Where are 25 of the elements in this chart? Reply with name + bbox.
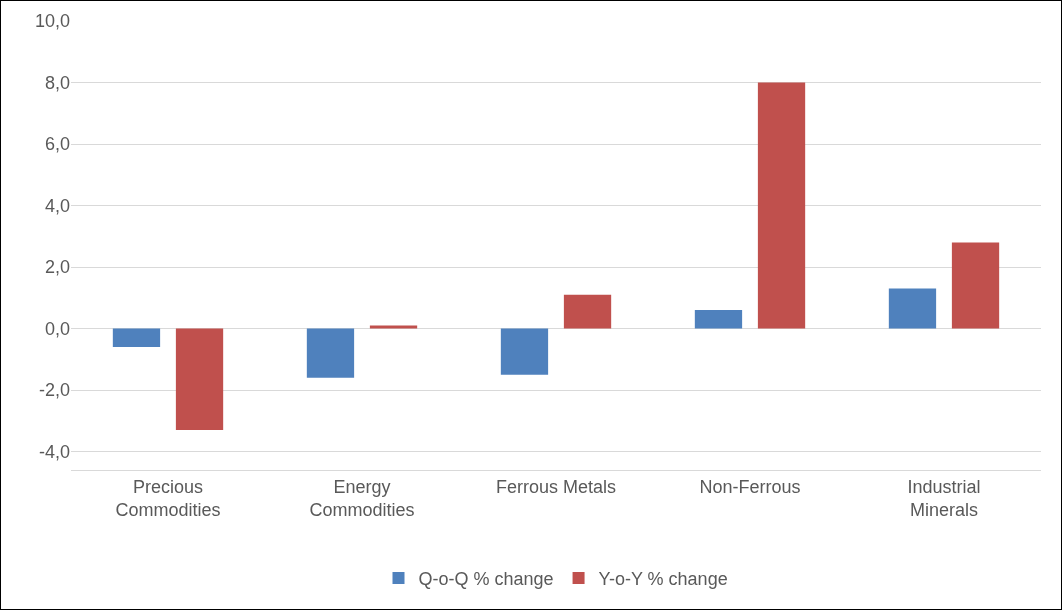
x-tick-label: Industrial Minerals — [907, 476, 981, 520]
legend-label: Q-o-Q % change — [418, 569, 554, 590]
bar — [306, 328, 355, 378]
x-tick-label: Precious Commodities — [115, 476, 221, 520]
bar — [175, 328, 224, 431]
bar — [563, 294, 612, 329]
y-tick-label: 6,0 — [44, 134, 70, 155]
y-tick-label: -4,0 — [38, 441, 70, 462]
bar — [112, 328, 161, 347]
x-tick-label: Energy Commodities — [309, 476, 415, 520]
y-tick-label: 4,0 — [44, 195, 70, 216]
x-tick-label: Ferrous Metals — [495, 476, 617, 497]
legend-label: Y-o-Y % change — [598, 569, 728, 590]
y-tick-label: 10,0 — [34, 11, 70, 32]
y-tick-label: 8,0 — [44, 72, 70, 93]
y-tick-label: 2,0 — [44, 257, 70, 278]
bar — [757, 82, 806, 329]
bar — [694, 310, 743, 329]
bar — [888, 288, 937, 329]
bar — [369, 325, 418, 329]
bar — [951, 242, 1000, 329]
x-tick-label: Non-Ferrous — [699, 476, 801, 497]
bar — [500, 328, 549, 375]
y-tick-label: -2,0 — [38, 380, 70, 401]
y-tick-label: 0,0 — [44, 318, 70, 339]
